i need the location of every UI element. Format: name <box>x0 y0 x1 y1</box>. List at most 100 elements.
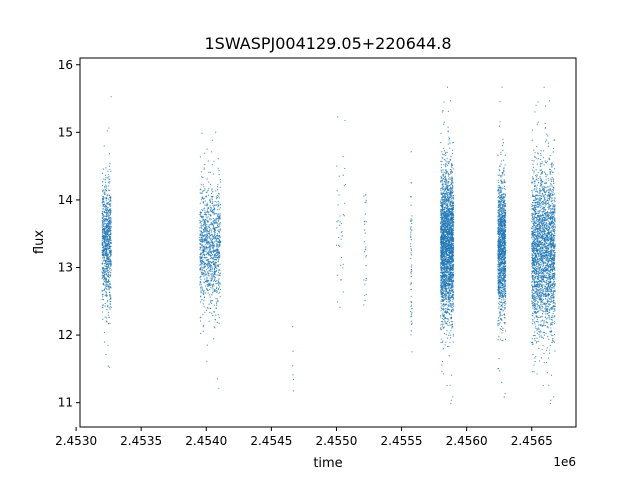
data-point <box>204 164 206 166</box>
data-point <box>215 240 217 242</box>
data-point <box>204 238 206 240</box>
data-point <box>447 202 449 204</box>
data-point <box>217 265 219 268</box>
data-point <box>109 247 111 250</box>
data-point <box>201 286 203 288</box>
data-point <box>211 188 213 190</box>
data-point <box>449 337 452 339</box>
data-point <box>107 203 109 205</box>
data-point <box>214 263 216 265</box>
data-point <box>501 175 503 177</box>
data-point <box>450 399 452 401</box>
data-point <box>108 182 110 184</box>
data-point <box>443 178 445 180</box>
data-point <box>445 321 447 323</box>
data-point <box>451 213 453 216</box>
data-point <box>449 178 451 180</box>
data-point <box>208 303 210 305</box>
data-point <box>338 175 340 177</box>
data-point <box>200 278 202 280</box>
data-point <box>202 313 204 316</box>
data-point <box>211 197 213 199</box>
data-point <box>110 227 112 229</box>
data-point <box>410 239 412 241</box>
data-point <box>338 244 340 246</box>
data-point <box>105 167 107 169</box>
data-point <box>441 284 443 286</box>
data-point <box>209 205 211 207</box>
data-point <box>207 263 209 265</box>
data-point <box>206 205 208 207</box>
data-point <box>103 269 105 271</box>
data-point <box>452 299 454 301</box>
data-point <box>102 199 104 201</box>
data-point <box>217 204 219 206</box>
data-point <box>446 278 448 280</box>
data-point <box>106 194 109 196</box>
data-point <box>103 232 105 234</box>
data-point <box>106 215 108 218</box>
data-point <box>206 224 208 226</box>
data-point <box>110 255 112 257</box>
data-point <box>105 261 107 263</box>
data-point <box>215 261 217 264</box>
data-point <box>337 220 339 222</box>
data-point <box>106 220 108 222</box>
data-point <box>200 291 202 293</box>
data-point <box>214 227 217 229</box>
data-point <box>109 322 111 325</box>
data-point <box>219 283 222 285</box>
data-point <box>410 235 412 237</box>
data-point <box>446 220 448 222</box>
data-point <box>214 245 216 247</box>
data-point <box>204 226 206 229</box>
data-point <box>447 233 450 236</box>
data-point <box>410 273 412 275</box>
data-point <box>218 240 221 242</box>
data-point <box>440 272 442 274</box>
data-point <box>200 243 202 245</box>
data-point <box>340 279 342 281</box>
data-point <box>211 139 214 141</box>
data-point <box>441 272 443 275</box>
data-point <box>104 238 107 240</box>
data-point <box>214 267 216 269</box>
data-point <box>444 256 446 259</box>
data-point <box>109 284 111 286</box>
data-point <box>209 224 211 226</box>
data-point <box>365 265 367 267</box>
data-point <box>202 326 204 328</box>
data-point <box>446 164 449 166</box>
data-point <box>208 231 210 233</box>
data-point <box>110 252 112 254</box>
data-point <box>440 303 442 305</box>
data-point <box>448 249 450 251</box>
data-point <box>203 228 206 230</box>
data-point <box>102 266 104 269</box>
data-point <box>207 251 210 253</box>
data-point <box>449 302 451 304</box>
data-point <box>440 307 442 310</box>
data-point <box>442 147 444 149</box>
data-point <box>451 179 453 182</box>
data-point <box>445 272 447 274</box>
data-point <box>450 192 452 194</box>
data-point <box>210 301 212 303</box>
data-point <box>107 223 109 225</box>
data-point <box>107 261 110 263</box>
data-point <box>441 170 443 172</box>
data-point <box>105 226 107 228</box>
data-point <box>208 246 211 248</box>
data-point <box>410 220 412 223</box>
data-point <box>411 270 413 272</box>
data-point <box>218 232 221 234</box>
data-point <box>364 283 366 285</box>
data-point <box>106 270 108 272</box>
data-point <box>442 262 445 264</box>
data-point <box>448 355 450 357</box>
data-point <box>108 262 110 264</box>
data-point <box>443 230 445 232</box>
data-point <box>212 228 215 230</box>
data-point <box>450 260 452 262</box>
data-point <box>441 321 444 323</box>
